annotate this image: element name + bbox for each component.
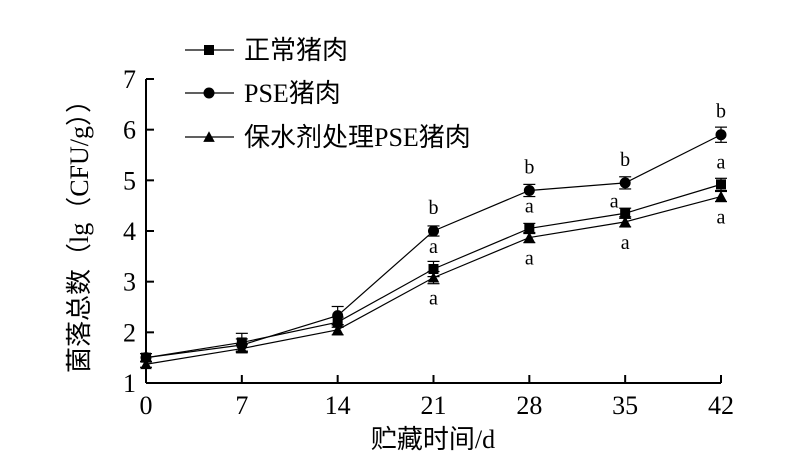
y-tick-label: 6 xyxy=(123,116,136,145)
legend-item: 正常猪肉 xyxy=(185,36,348,65)
legend-item: PSE猪肉 xyxy=(185,79,341,108)
significance-label: a xyxy=(717,151,726,173)
significance-label: a xyxy=(525,248,534,270)
significance-label: a xyxy=(621,232,630,254)
circle-marker xyxy=(140,352,152,364)
x-tick-label: 28 xyxy=(516,391,542,420)
significance-label: a xyxy=(429,236,438,258)
significance-label: b xyxy=(620,149,630,171)
significance-label: a xyxy=(525,195,534,217)
significance-label: a xyxy=(717,207,726,229)
significance-label: b xyxy=(429,197,439,219)
legend-square-marker xyxy=(204,45,214,55)
triangle-marker xyxy=(331,324,344,335)
legend-item: 保水剂处理PSE猪肉 xyxy=(185,123,471,152)
square-marker xyxy=(716,179,726,190)
circle-marker xyxy=(715,129,727,141)
y-axis-title: 菌落总数（lg（CFU/g）） xyxy=(65,87,94,373)
legend-label: PSE猪肉 xyxy=(244,79,341,108)
significance-label: a xyxy=(429,288,438,310)
significance-label: b xyxy=(524,156,534,178)
x-axis-title: 贮藏时间/d xyxy=(371,425,495,454)
triangle-marker xyxy=(715,190,727,202)
y-tick-label: 4 xyxy=(123,217,136,246)
significance-label: b xyxy=(716,101,726,123)
series-3 xyxy=(140,190,727,370)
legend-label: 正常猪肉 xyxy=(244,36,348,65)
triangle-marker xyxy=(236,342,248,354)
circle-marker xyxy=(428,225,439,237)
x-tick-label: 21 xyxy=(421,391,447,420)
x-tick-label: 42 xyxy=(708,391,734,420)
y-tick-label: 1 xyxy=(123,369,136,398)
legend-label: 保水剂处理PSE猪肉 xyxy=(244,123,471,152)
triangle-marker xyxy=(619,216,631,227)
x-tick-label: 14 xyxy=(325,391,351,420)
legend-triangle-marker xyxy=(203,131,215,142)
x-tick-label: 7 xyxy=(235,391,248,420)
x-ticks: 0 7 14 21 28 35 42 xyxy=(140,375,734,420)
y-tick-label: 2 xyxy=(123,318,136,347)
y-ticks: 1 2 3 4 5 6 7 xyxy=(123,65,154,398)
x-tick-label: 35 xyxy=(612,391,638,420)
square-marker xyxy=(428,264,439,274)
square-marker xyxy=(524,223,535,234)
x-tick-label: 0 xyxy=(140,391,153,420)
significance-label: a xyxy=(610,190,619,212)
circle-marker xyxy=(332,310,344,322)
series-layer xyxy=(140,126,727,370)
triangle-marker xyxy=(140,358,152,370)
y-tick-label: 5 xyxy=(123,166,136,195)
triangle-marker xyxy=(427,271,440,283)
circle-marker xyxy=(619,177,631,189)
square-marker xyxy=(620,208,631,219)
triangle-marker xyxy=(523,231,536,243)
y-tick-label: 3 xyxy=(123,268,136,297)
legend-circle-marker xyxy=(203,87,215,99)
y-tick-label: 7 xyxy=(123,65,136,94)
circle-marker xyxy=(523,184,535,196)
